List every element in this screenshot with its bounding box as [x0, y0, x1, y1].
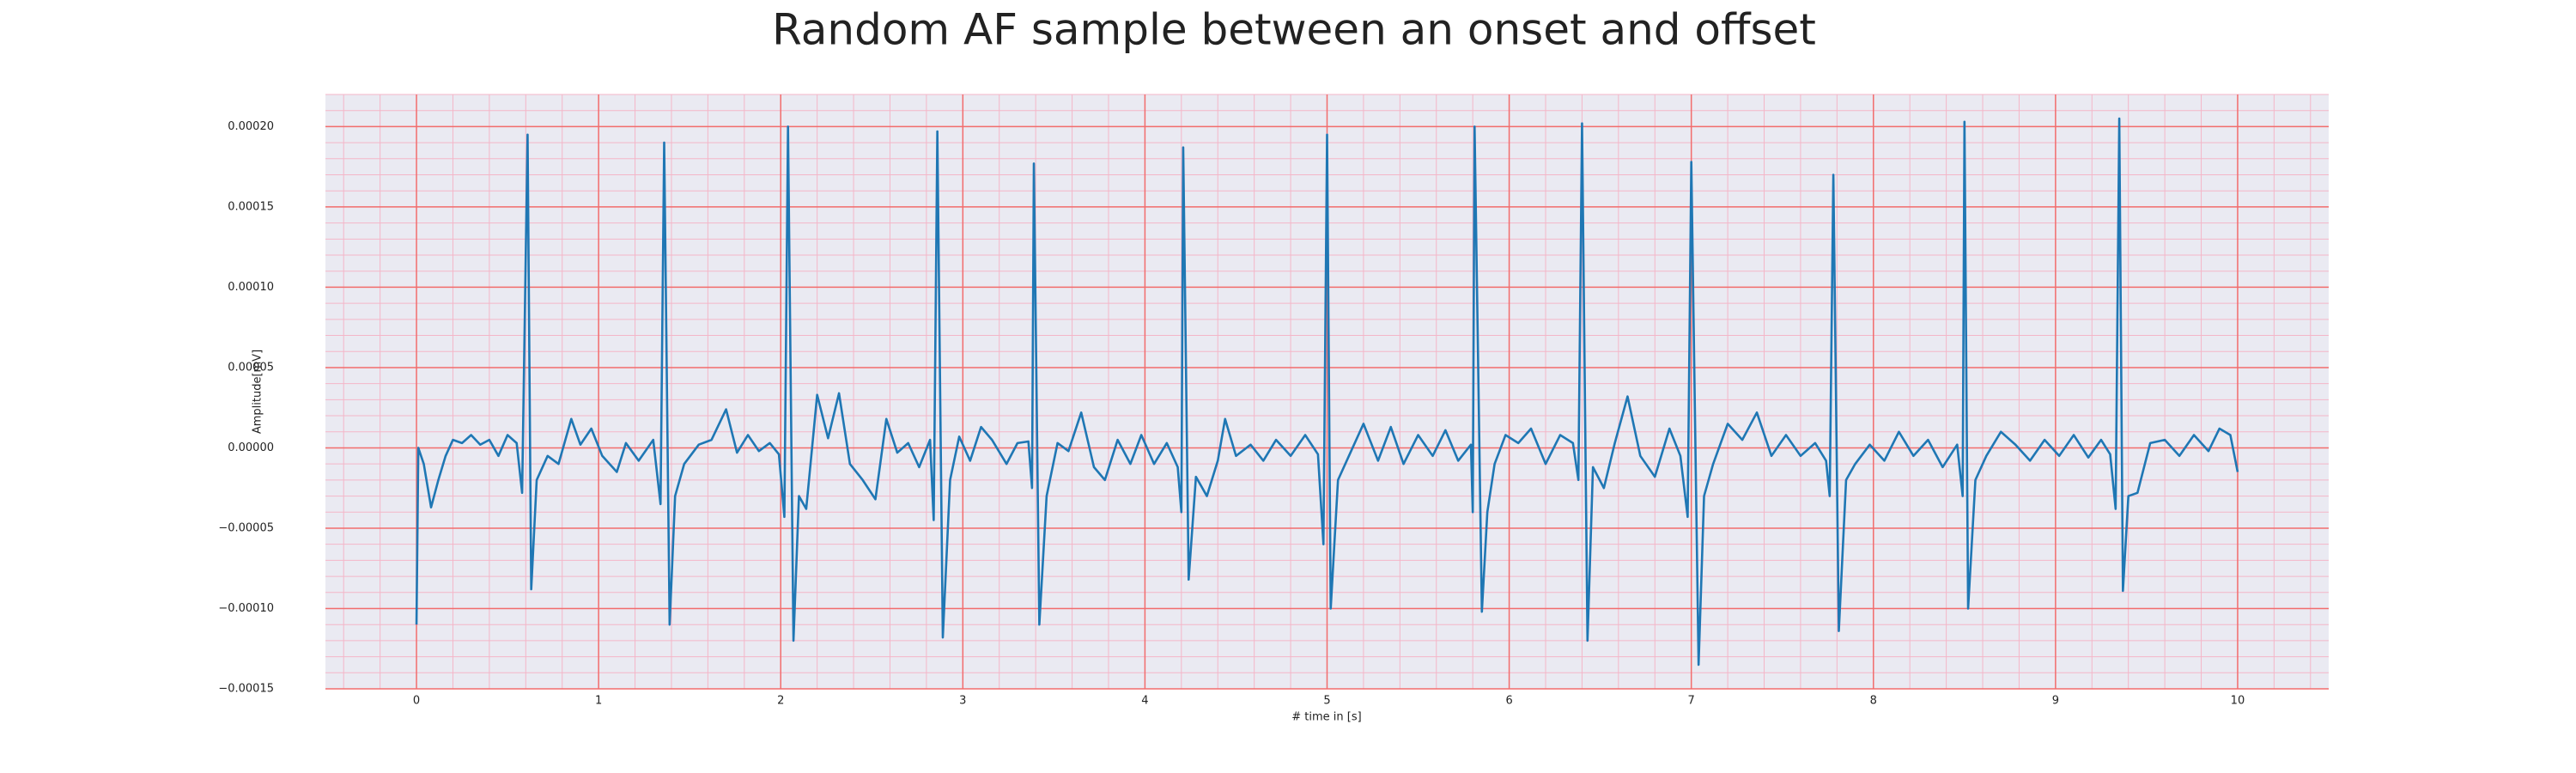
- x-tick-label: 4: [1141, 695, 1148, 708]
- x-tick-label: 9: [2052, 695, 2059, 708]
- x-tick-label: 7: [1688, 695, 1695, 708]
- x-tick-label: 5: [1323, 695, 1330, 708]
- y-axis-label: Amplitude[mV]: [252, 350, 264, 434]
- x-tick-label: 3: [959, 695, 966, 708]
- y-tick-label: 0.00010: [228, 281, 274, 294]
- chart-title: Random AF sample between an onset and of…: [772, 5, 1816, 55]
- x-tick-label: 2: [777, 695, 784, 708]
- y-tick-label: 0.00000: [228, 441, 274, 454]
- y-tick-label: −0.00005: [218, 521, 274, 534]
- x-tick-label: 1: [595, 695, 602, 708]
- x-tick-label: 8: [1870, 695, 1877, 708]
- y-tick-label: 0.00020: [228, 120, 274, 133]
- x-tick-label: 10: [2231, 695, 2245, 708]
- y-tick-label: −0.00015: [218, 683, 274, 696]
- plot: [415, 117, 2239, 666]
- x-tick-label: 0: [413, 695, 420, 708]
- signal-line: [415, 117, 2239, 666]
- x-tick-label: 6: [1505, 695, 1512, 708]
- y-tick-label: −0.00010: [218, 602, 274, 615]
- y-tick-label: 0.00015: [228, 200, 274, 213]
- y-tick-label: 0.00005: [228, 361, 274, 374]
- x-axis-label: # time in [s]: [1291, 711, 1361, 724]
